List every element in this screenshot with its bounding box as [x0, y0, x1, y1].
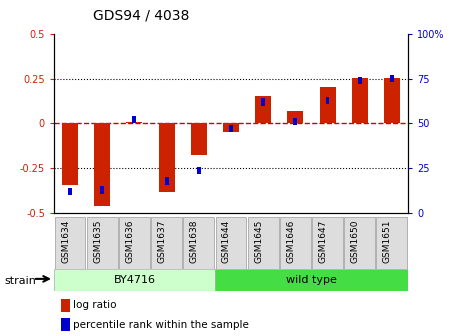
Bar: [325, 96, 330, 104]
Bar: [165, 177, 168, 184]
Bar: [255, 96, 271, 123]
Bar: [223, 123, 239, 132]
Text: GSM1638: GSM1638: [190, 219, 199, 263]
Text: strain: strain: [5, 276, 37, 286]
FancyBboxPatch shape: [312, 217, 343, 269]
FancyBboxPatch shape: [87, 217, 118, 269]
FancyBboxPatch shape: [54, 217, 85, 269]
Text: GSM1651: GSM1651: [383, 219, 392, 263]
Bar: [261, 98, 265, 106]
Bar: [68, 188, 72, 195]
FancyBboxPatch shape: [248, 217, 279, 269]
Text: GSM1644: GSM1644: [222, 219, 231, 262]
Text: GSM1637: GSM1637: [158, 219, 166, 263]
Bar: [132, 116, 136, 123]
Text: GSM1650: GSM1650: [351, 219, 360, 263]
Bar: [61, 299, 70, 312]
Bar: [197, 167, 201, 174]
Text: wild type: wild type: [286, 275, 337, 285]
Bar: [319, 87, 336, 123]
Bar: [62, 123, 78, 185]
Bar: [159, 123, 174, 192]
Text: GSM1646: GSM1646: [287, 219, 295, 263]
FancyBboxPatch shape: [216, 217, 246, 269]
Bar: [61, 319, 70, 331]
FancyBboxPatch shape: [183, 217, 214, 269]
FancyBboxPatch shape: [280, 217, 311, 269]
Bar: [352, 78, 368, 123]
Bar: [294, 118, 297, 125]
Text: BY4716: BY4716: [113, 275, 155, 285]
Text: GSM1645: GSM1645: [254, 219, 263, 263]
Text: percentile rank within the sample: percentile rank within the sample: [74, 320, 250, 330]
FancyBboxPatch shape: [344, 217, 375, 269]
Bar: [100, 186, 104, 194]
Text: GDS94 / 4038: GDS94 / 4038: [92, 8, 189, 23]
Bar: [229, 125, 233, 132]
FancyBboxPatch shape: [377, 217, 408, 269]
Bar: [384, 78, 400, 123]
FancyBboxPatch shape: [151, 217, 182, 269]
Text: GSM1647: GSM1647: [318, 219, 327, 263]
FancyBboxPatch shape: [54, 269, 215, 291]
Bar: [287, 111, 303, 123]
FancyBboxPatch shape: [119, 217, 150, 269]
Bar: [126, 122, 143, 123]
Text: log ratio: log ratio: [74, 300, 117, 310]
FancyBboxPatch shape: [215, 269, 408, 291]
Bar: [358, 77, 362, 84]
Bar: [94, 123, 110, 206]
Bar: [191, 123, 207, 155]
Text: GSM1636: GSM1636: [125, 219, 135, 263]
Text: GSM1635: GSM1635: [93, 219, 102, 263]
Bar: [390, 75, 394, 82]
Text: GSM1634: GSM1634: [61, 219, 70, 263]
